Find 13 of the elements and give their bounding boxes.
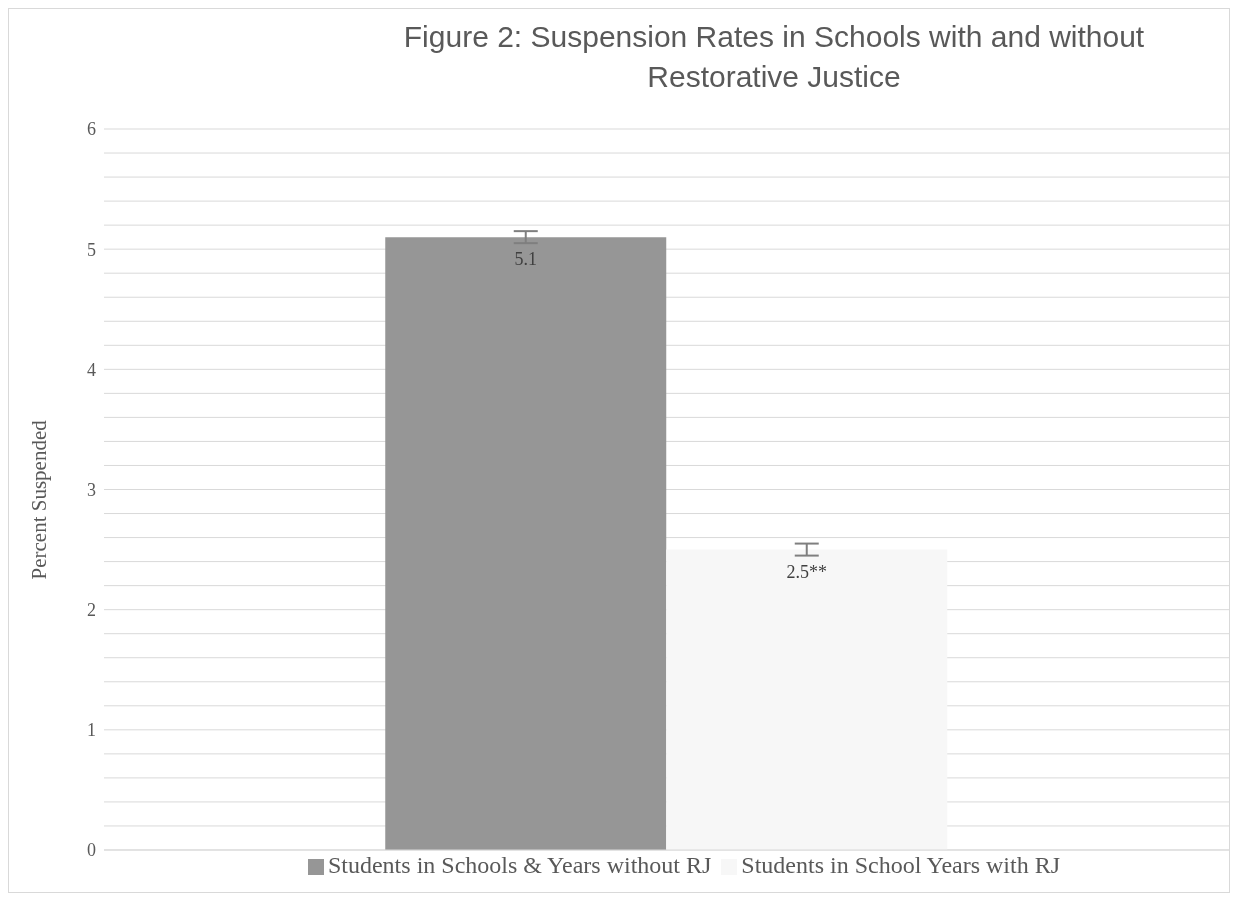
y-axis-title: Percent Suspended xyxy=(27,419,52,580)
data-label: 2.5** xyxy=(786,561,827,582)
y-tick-label: 3 xyxy=(87,479,96,500)
legend-label: Students in Schools & Years without RJ xyxy=(327,852,712,878)
y-tick-label: 2 xyxy=(87,600,96,621)
y-tick-label: 5 xyxy=(87,239,96,260)
legend-label: Students in School Years with RJ xyxy=(741,852,1061,878)
data-label: 5.1 xyxy=(514,249,537,270)
y-tick-label: 4 xyxy=(87,359,96,380)
chart-title: Figure 2: Suspension Rates in Schools with and without Restorative Justice xyxy=(402,19,1146,95)
y-tick-label: 0 xyxy=(87,840,96,861)
y-tick-label: 1 xyxy=(87,720,96,741)
y-tick-label: 6 xyxy=(87,119,96,140)
